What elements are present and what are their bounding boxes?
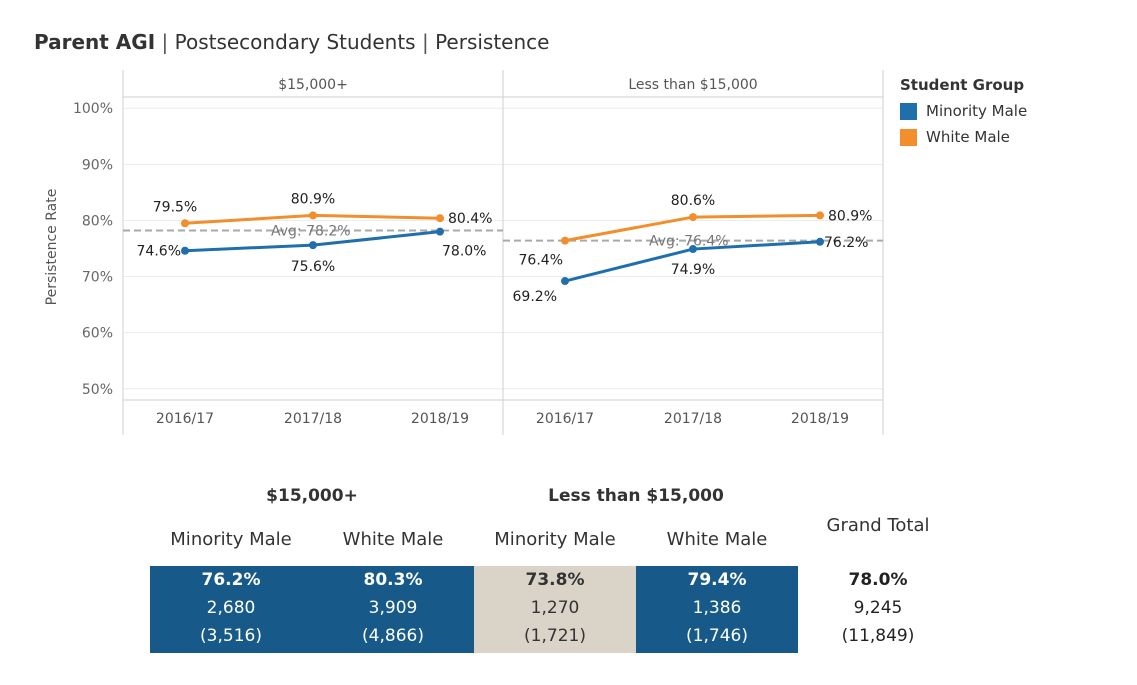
data-point-minority-male	[436, 227, 444, 236]
data-point-white-male	[309, 211, 317, 220]
legend-item-minority-male[interactable]: Minority Male	[900, 98, 1027, 124]
x-tick-label: 2017/18	[664, 411, 722, 427]
y-axis-label: Persistence Rate	[44, 189, 60, 306]
data-point-white-male	[816, 211, 824, 220]
y-tick-label: 70%	[82, 270, 113, 286]
legend: Student Group Minority Male White Male	[900, 76, 1027, 150]
data-point-white-male	[561, 236, 569, 245]
panel-header-15000-plus: $15,000+	[278, 77, 348, 93]
legend-swatch-minority-male	[900, 102, 917, 120]
y-tick-label: 90%	[82, 157, 113, 173]
data-point-white-male	[436, 214, 444, 223]
data-label-white-male: 76.4%	[519, 253, 563, 269]
avg-label: Avg: 78.2%	[271, 224, 351, 240]
x-tick-label: 2016/17	[536, 411, 594, 427]
data-label-minority-male: 76.2%	[824, 235, 868, 251]
y-tick-label: 50%	[82, 382, 113, 398]
data-label-white-male: 79.5%	[153, 199, 197, 215]
data-label-white-male: 80.9%	[828, 208, 872, 224]
legend-title: Student Group	[900, 76, 1025, 94]
x-tick-label: 2016/17	[156, 411, 214, 427]
title-part-3: Persistence	[435, 30, 550, 54]
data-point-white-male	[181, 219, 189, 228]
title-separator-1: |	[155, 30, 175, 54]
data-label-white-male: 80.4%	[448, 211, 492, 227]
data-point-minority-male	[181, 246, 189, 255]
data-label-minority-male: 75.6%	[291, 259, 335, 275]
x-tick-label: 2017/18	[284, 411, 342, 427]
y-tick-label: 100%	[73, 101, 113, 117]
title-part-1: Parent AGI	[34, 30, 156, 54]
data-label-minority-male: 74.9%	[671, 262, 715, 278]
y-tick-label: 60%	[82, 326, 113, 342]
x-tick-label: 2018/19	[791, 411, 849, 427]
data-label-white-male: 80.9%	[291, 191, 335, 207]
x-tick-label: 2018/19	[411, 411, 469, 427]
legend-item-white-male[interactable]: White Male	[900, 124, 1027, 150]
legend-swatch-white-male	[900, 128, 917, 146]
title-separator-2: |	[415, 30, 436, 54]
legend-label-white-male: White Male	[926, 128, 1010, 146]
panel-header-less-than-15000: Less than $15,000	[628, 77, 757, 93]
data-label-minority-male: 69.2%	[513, 289, 557, 305]
data-label-white-male: 80.6%	[671, 193, 715, 209]
title-part-2: Postsecondary Students	[174, 30, 416, 54]
data-point-minority-male	[689, 245, 697, 254]
data-point-white-male	[689, 213, 697, 222]
avg-label: Avg: 76.4%	[649, 234, 729, 250]
data-label-minority-male: 78.0%	[442, 244, 486, 260]
legend-label-minority-male: Minority Male	[926, 102, 1028, 120]
data-point-minority-male	[561, 277, 569, 286]
data-label-minority-male: 74.6%	[137, 244, 181, 260]
data-point-minority-male	[816, 237, 824, 246]
data-point-minority-male	[309, 241, 317, 250]
y-tick-label: 80%	[82, 213, 113, 229]
page-title: Parent AGI | Postsecondary Students | Pe…	[34, 30, 549, 54]
